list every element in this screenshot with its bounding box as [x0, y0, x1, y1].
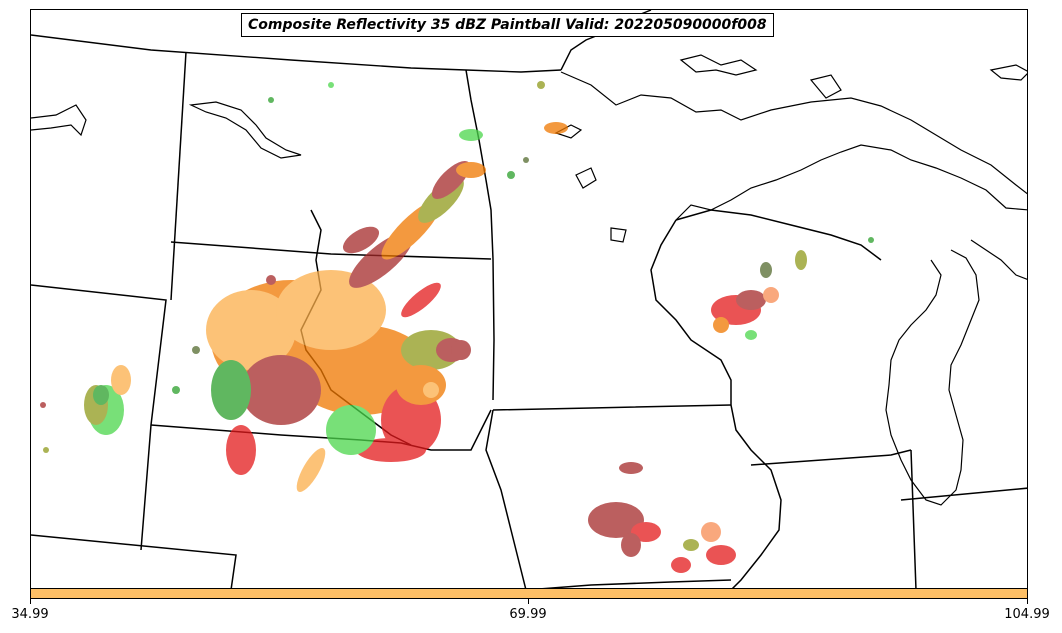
lake-huron — [970, 239, 1027, 280]
storm-blob — [621, 533, 641, 557]
storm-cell — [192, 346, 200, 354]
colorbar-tick — [30, 599, 31, 604]
lake-sakakawea — [188, 101, 302, 159]
lake-michigan — [885, 249, 980, 506]
storm-blob — [401, 282, 441, 318]
ia-mo-border — [485, 409, 527, 588]
island-2 — [575, 167, 597, 189]
wi-mi-border — [675, 209, 882, 261]
storm-blob — [296, 447, 326, 493]
storm-cell — [328, 82, 334, 88]
mn-wi-border — [650, 219, 782, 588]
ia-border — [492, 404, 732, 411]
storm-blob — [745, 330, 757, 340]
storm-cell — [172, 386, 180, 394]
reflectivity-map — [31, 10, 1027, 588]
lake-3 — [679, 54, 758, 76]
storm-blob — [683, 539, 699, 551]
storm-cell — [868, 237, 874, 243]
storm-cell — [268, 97, 274, 103]
storm-blob — [736, 290, 766, 310]
colorbar-tick — [1027, 599, 1028, 604]
island-1 — [610, 227, 627, 243]
colorbar-tick-label-min: 34.99 — [11, 607, 49, 622]
storm-blob — [396, 365, 446, 405]
co-border — [31, 534, 237, 588]
storm-blob — [276, 270, 386, 350]
storm-blob — [713, 317, 729, 333]
colorbar-tick-label-max: 104.99 — [1004, 607, 1050, 622]
ia-bottom — [542, 579, 732, 588]
storm-blob — [342, 226, 380, 254]
in-border — [900, 487, 1027, 501]
storm-cell — [40, 402, 46, 408]
storm-blob — [356, 438, 426, 462]
mt-nd-border — [170, 51, 187, 301]
us-canada-border — [31, 34, 562, 73]
lake-5 — [989, 64, 1027, 81]
storm-cell — [537, 81, 545, 89]
storm-cell — [43, 447, 49, 453]
wy-border — [31, 284, 167, 551]
il-border — [750, 449, 912, 466]
storm-cell — [523, 157, 529, 163]
storm-blob — [760, 262, 772, 278]
colorbar-tick — [528, 599, 529, 604]
mn-border-west — [465, 69, 495, 401]
map-panel — [30, 9, 1028, 589]
storm-blob — [459, 129, 483, 141]
lake-winnipeg-edge — [31, 104, 87, 137]
il-in-border — [910, 449, 917, 588]
map-title: Composite Reflectivity 35 dBZ Paintball … — [241, 13, 774, 37]
storm-blob — [93, 385, 109, 405]
storm-blob — [241, 355, 321, 425]
storm-cell — [507, 171, 515, 179]
storm-blob — [456, 162, 486, 178]
lake-4 — [809, 74, 842, 99]
coastlines — [31, 54, 1027, 506]
nd-sd-border — [170, 241, 492, 260]
lake-superior — [560, 71, 1027, 221]
storm-blob — [701, 522, 721, 542]
storm-cell — [423, 382, 439, 398]
colorbar — [30, 588, 1028, 599]
reflectivity-paintball — [40, 81, 874, 573]
storm-blob — [226, 425, 256, 475]
storm-blob — [211, 360, 251, 420]
storm-blob — [795, 250, 807, 270]
colorbar-tick-label-mid: 69.99 — [509, 607, 547, 622]
storm-blob — [619, 462, 643, 474]
storm-blob — [588, 502, 644, 538]
storm-blob — [706, 545, 736, 565]
storm-blob — [326, 405, 376, 455]
storm-blob — [544, 122, 568, 134]
state-borders — [31, 51, 1027, 588]
storm-cell — [451, 340, 471, 360]
storm-cell — [266, 275, 276, 285]
storm-blob — [763, 287, 779, 303]
storm-blob — [631, 522, 661, 542]
storm-blob — [206, 290, 296, 370]
storm-blob — [671, 557, 691, 573]
storm-blob — [111, 365, 131, 395]
